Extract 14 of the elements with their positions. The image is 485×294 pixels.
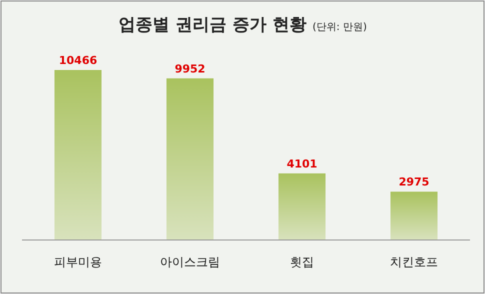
bar <box>166 78 214 240</box>
bar <box>278 173 326 240</box>
x-tick-label: 치킨호프 <box>390 255 438 269</box>
x-tick-label: 횟집 <box>290 255 314 269</box>
data-label: 4101 <box>286 157 318 170</box>
data-label: 2975 <box>398 176 430 189</box>
bar <box>390 192 438 240</box>
data-label: 9952 <box>174 62 206 76</box>
chart-title: 업종별 권리금 증가 현황 <box>118 15 306 35</box>
data-label: 10466 <box>58 54 98 67</box>
chart-subtitle: (단위: 만원) <box>312 22 367 33</box>
x-tick-label: 피부미용 <box>54 255 102 269</box>
x-tick-label: 아이스크림 <box>160 255 220 269</box>
bar <box>54 70 102 240</box>
